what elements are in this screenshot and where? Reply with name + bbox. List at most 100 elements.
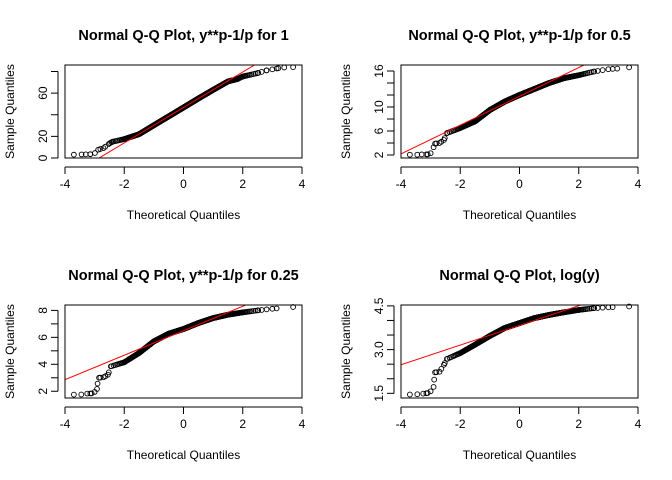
qq-point (71, 391, 77, 398)
y-tick-label: 0 (36, 154, 50, 161)
qq-point (100, 374, 107, 381)
qq-point (263, 67, 270, 74)
plot-frame (400, 304, 639, 399)
y-tick-label: 3.0 (372, 341, 386, 358)
chart-title: Normal Q-Q Plot, y**p-1/p for 0.5 (408, 28, 630, 44)
qq-reference-line (65, 305, 248, 381)
qq-point (430, 144, 437, 151)
qq-point (281, 64, 288, 71)
qq-panel-4: Normal Q-Q Plot, log(y) Theoretical Quant… (339, 268, 642, 462)
qq-point (457, 350, 464, 356)
qq-point (210, 87, 216, 93)
qq-point (121, 359, 128, 366)
qq-point (78, 151, 85, 158)
qq-point (195, 95, 202, 102)
qq-point (575, 307, 582, 313)
x-axis-label: Theoretical Quantiles (127, 208, 240, 222)
qq-point (92, 150, 98, 156)
qq-point (269, 305, 276, 312)
qq-point (254, 70, 261, 76)
qq-point (210, 315, 216, 321)
x-axis-label: Theoretical Quantiles (127, 448, 240, 462)
qq-point (427, 388, 434, 395)
x-tick-label: -4 (60, 417, 71, 431)
qq-point (590, 68, 597, 75)
qq-point (109, 138, 116, 145)
qq-point (78, 391, 85, 398)
qq-point (100, 145, 107, 151)
qq-point (614, 65, 621, 72)
qq-point (531, 86, 538, 92)
qq-point (438, 366, 445, 372)
x-tick-label: 2 (239, 177, 246, 191)
x-tick-label: 0 (516, 417, 523, 431)
qq-panel-2: Normal Q-Q Plot, y**p-1/p for 0.5 Theoret… (339, 28, 642, 222)
plot-frame (400, 64, 639, 159)
x-tick-label: 0 (180, 177, 187, 191)
x-tick-label: 4 (299, 417, 306, 431)
qq-point (407, 151, 413, 158)
chart-title: Normal Q-Q Plot, log(y) (439, 268, 599, 284)
qq-point (95, 146, 102, 153)
qq-reference-line (98, 65, 256, 158)
qq-point (239, 73, 246, 80)
qq-point (424, 151, 431, 158)
qq-point (180, 104, 187, 111)
y-tick-label: 16 (372, 64, 386, 78)
qq-point (263, 306, 270, 313)
qq-point (605, 66, 612, 73)
qq-point (273, 305, 280, 312)
qq-reference-line (401, 65, 586, 155)
qq-point (151, 338, 157, 345)
qq-point (165, 113, 172, 120)
qq-panel-3: Normal Q-Q Plot, y**p-1/p for 0.25 Theore… (3, 268, 306, 462)
x-axis-label: Theoretical Quantiles (463, 448, 576, 462)
qq-point (88, 390, 95, 397)
x-axis-label: Theoretical Quantiles (463, 208, 576, 222)
qq-point (588, 305, 595, 312)
x-tick-label: 0 (180, 417, 187, 431)
plot-frame (64, 64, 303, 159)
x-tick-label: 4 (299, 177, 306, 191)
x-tick-label: -4 (396, 417, 407, 431)
qq-point (407, 391, 413, 398)
qq-point (584, 306, 591, 312)
qq-point (195, 320, 202, 326)
sample-points (407, 303, 632, 398)
sample-points (407, 64, 632, 158)
qq-point (151, 122, 157, 129)
qq-point (441, 137, 447, 143)
qq-point (431, 376, 438, 383)
qq-point (239, 309, 246, 316)
qq-point (121, 136, 128, 142)
qq-point (105, 371, 111, 378)
qq-point (136, 131, 142, 138)
y-tick-label: 60 (36, 86, 50, 100)
y-axis-label: Sample Quantiles (3, 304, 17, 399)
qq-point (561, 75, 567, 82)
y-tick-label: 4.5 (372, 297, 386, 314)
qq-point (252, 307, 259, 314)
x-tick-label: 2 (575, 177, 582, 191)
qq-point (108, 363, 114, 370)
qq-point (472, 341, 478, 348)
x-tick-label: 4 (635, 177, 642, 191)
x-tick-label: -4 (396, 177, 407, 191)
qq-point (427, 150, 434, 157)
qq-point (275, 65, 282, 72)
qq-point (254, 307, 261, 314)
sample-points (71, 64, 296, 158)
qq-point (234, 76, 241, 82)
y-axis-label: Sample Quantiles (3, 64, 17, 159)
qq-reference-line (401, 305, 583, 366)
x-tick-label: 2 (575, 417, 582, 431)
x-tick-label: -2 (119, 177, 130, 191)
qq-point (136, 350, 142, 356)
x-tick-label: -2 (119, 417, 130, 431)
qq-point (165, 330, 172, 337)
y-tick-label: 2 (36, 388, 50, 395)
qq-point (590, 305, 597, 312)
qq-point (626, 64, 632, 71)
x-tick-label: 2 (239, 417, 246, 431)
y-tick-label: 10 (372, 100, 386, 114)
